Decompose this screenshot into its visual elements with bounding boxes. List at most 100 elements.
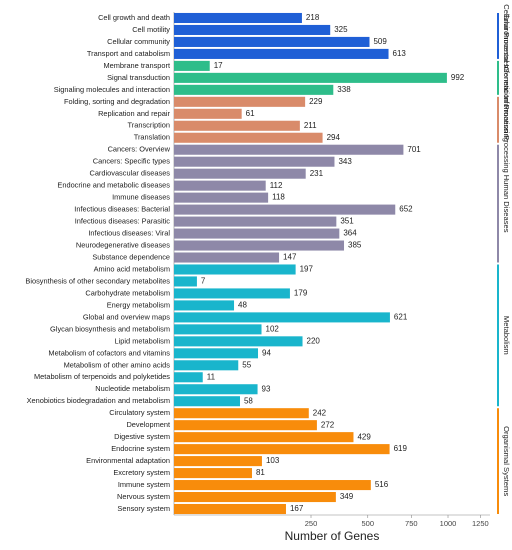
bar (174, 336, 303, 347)
value-label: 231 (310, 169, 324, 178)
bar (174, 324, 262, 335)
value-label: 211 (304, 121, 317, 130)
bar (174, 444, 390, 455)
category-label: Endocrine system (111, 444, 170, 453)
value-label: 621 (394, 313, 408, 322)
bar (174, 360, 239, 371)
category-label: Cancers: Overview (108, 145, 171, 154)
bar (174, 96, 306, 107)
value-label: 81 (256, 468, 265, 477)
bar (174, 372, 203, 383)
value-label: 992 (451, 73, 465, 82)
category-label: Signal transduction (107, 73, 170, 82)
group-label: Environmental Information Processing (502, 14, 511, 142)
bar (174, 120, 300, 131)
category-label: Environmental adaptation (86, 456, 170, 465)
category-label: Circulatory system (109, 408, 170, 417)
category-label: Lipid metabolism (115, 336, 170, 345)
bar (174, 468, 252, 479)
value-label: 652 (399, 205, 413, 214)
category-label: Replication and repair (98, 109, 170, 118)
value-label: 509 (373, 37, 387, 46)
value-label: 118 (272, 193, 285, 202)
value-label: 197 (300, 265, 314, 274)
value-label: 55 (242, 360, 251, 369)
value-label: 294 (327, 133, 341, 142)
group-label: Human Diseases (502, 175, 511, 233)
value-label: 429 (357, 432, 371, 441)
bar (174, 12, 302, 24)
bar (174, 420, 317, 431)
bar (174, 503, 286, 515)
category-label: Nervous system (117, 492, 170, 501)
value-label: 11 (207, 372, 216, 381)
category-label: Xenobiotics biodegradation and metabolis… (27, 396, 170, 405)
value-label: 94 (262, 348, 271, 357)
bar (174, 396, 240, 407)
bar (174, 480, 371, 491)
category-label: Cancers: Specific types (93, 157, 171, 166)
value-label: 364 (343, 229, 357, 238)
category-label: Digestive system (114, 432, 170, 441)
value-label: 701 (407, 145, 421, 154)
bar (174, 408, 309, 419)
bar (174, 48, 389, 59)
bar (174, 132, 323, 143)
bar (174, 60, 210, 71)
category-label: Membrane transport (103, 61, 170, 70)
value-label: 218 (306, 13, 320, 22)
category-label: Substance dependence (92, 252, 170, 261)
x-tick-label: 1000 (440, 519, 457, 528)
category-label: Cellular community (107, 37, 170, 46)
bar (174, 300, 235, 311)
value-label: 338 (337, 85, 351, 94)
value-label: 179 (294, 289, 308, 298)
value-label: 17 (214, 61, 223, 70)
category-label: Carbohydrate metabolism (85, 288, 170, 297)
bar (174, 348, 259, 359)
value-label: 48 (238, 301, 247, 310)
group-label: Cellular Processes (502, 4, 511, 68)
value-label: 516 (375, 480, 389, 489)
category-label: Transcription (128, 121, 170, 130)
category-label: Cardiovascular diseases (89, 169, 170, 178)
value-label: 229 (309, 97, 323, 106)
category-label: Immune system (118, 480, 170, 489)
value-label: 220 (307, 336, 321, 345)
bar (174, 24, 331, 35)
category-label: Development (126, 420, 170, 429)
bar (174, 108, 242, 119)
bar (174, 384, 258, 395)
bar (174, 192, 269, 203)
value-label: 102 (266, 324, 280, 333)
value-label: 351 (340, 217, 354, 226)
value-label: 167 (290, 504, 304, 513)
value-label: 325 (334, 25, 348, 34)
bar (174, 168, 306, 179)
category-label: Energy metabolism (107, 300, 170, 309)
bar (174, 288, 290, 299)
value-label: 619 (394, 444, 408, 453)
value-label: 242 (313, 408, 327, 417)
value-label: 112 (270, 181, 283, 190)
category-label: Signaling molecules and interaction (54, 85, 170, 94)
bar (174, 312, 390, 323)
bar (174, 276, 197, 287)
category-label: Cell motility (132, 25, 170, 34)
bar (174, 432, 354, 443)
category-label: Translation (134, 133, 170, 142)
category-label: Neurodegenerative diseases (76, 240, 170, 249)
x-tick-label: 750 (405, 519, 418, 528)
value-label: 58 (244, 396, 253, 405)
value-label: 349 (340, 492, 354, 501)
bar (174, 228, 340, 239)
bar (174, 72, 447, 83)
group-label: Genetic Information Processing (502, 67, 511, 173)
bar (174, 180, 266, 191)
group-label: Metabolism (502, 316, 511, 355)
bar (174, 252, 280, 263)
x-axis-label: Number of Genes (285, 529, 380, 543)
bar (174, 216, 337, 227)
group-label: Organismal Systems (502, 426, 511, 496)
category-label: Infectious diseases: Viral (88, 229, 170, 238)
